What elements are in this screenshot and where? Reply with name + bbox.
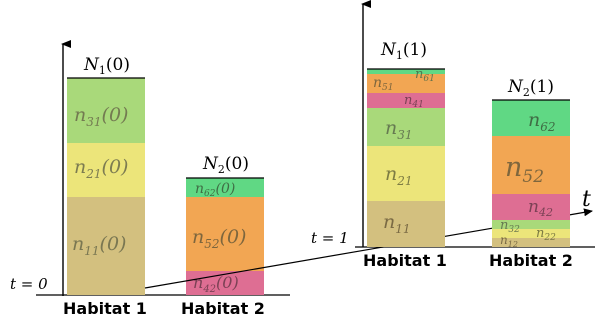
t0-h1-habitat-label: Habitat 1 [63,299,147,318]
t1-h1-title: N1(1) [380,40,427,62]
t1-h1-seg-n61 [367,69,445,74]
t0-h1-label-n31: n31(0) [74,104,128,129]
t1-h2-label-n62: n62 [528,109,556,134]
t0-h1-seg-n11 [67,197,145,295]
t0-h2-label-n62: n62(0) [195,181,235,199]
t0-h2-seg-n52 [186,197,264,271]
t1-h1-habitat-label: Habitat 1 [363,251,447,270]
t1-h2-seg-n42 [492,194,570,220]
t0-h1-label-n11: n11(0) [72,233,126,258]
t1-h1-label-n11: n11 [383,211,411,236]
t1-h1-seg-n41 [367,93,445,108]
t1-h1-seg-n11 [367,201,445,247]
t0-h2-label-n52: n52(0) [192,226,246,251]
t1-h1-seg-n51 [367,74,445,93]
t1-h2-seg-n32 [492,220,570,229]
t1-h2-label-n42: n42 [528,197,553,219]
t0-h2-seg-n62 [186,178,264,197]
t1-h2-title: N2(1) [507,77,554,99]
t0-h1-seg-n21 [67,143,145,197]
t0-habitat2-bar [186,177,264,295]
t1-h1-seg-n31 [367,108,445,146]
t1-h2-seg-n62 [492,100,570,136]
t1-h1-label-n61: n61 [415,67,435,84]
time-axis-label: t [582,187,591,212]
t1-h2-habitat-label: Habitat 2 [489,251,573,270]
t1-h2-seg-n12 [492,238,570,247]
t0-h2-title: N2(0) [202,154,249,176]
t1-h1-label-n51: n51 [373,75,393,93]
t0-h2-habitat-label: Habitat 2 [181,299,265,318]
t1-h2-seg-n52 [492,136,570,194]
t1-h1-label-n21: n21 [385,163,413,188]
t0-h1-label-n21: n21(0) [74,156,128,181]
t1-habitat1-bar [367,68,445,247]
t1-h2-label-n12: n12 [500,233,518,249]
t1-h2-seg-n22 [492,229,570,238]
t0-time-label: t = 0 [10,275,48,293]
t1-h1-label-n41: n41 [404,93,424,110]
t0-h1-seg-n31 [67,78,145,143]
t1-time-label: t = 1 [311,229,349,247]
t1-h2-label-n22: n22 [536,226,556,243]
t0-h2-label-n42: n42(0) [193,273,239,295]
t1-h1-label-n31: n31 [385,117,413,142]
t0-habitat1-bar [67,77,145,295]
t1-habitat2-bar [492,99,570,247]
t1-h2-label-n32: n32 [500,218,520,235]
t0-h2-seg-n42 [186,271,264,295]
t0-h1-title: N1(0) [83,55,130,77]
t1-h2-label-n52: n52 [505,152,544,187]
t1-h1-seg-n21 [367,146,445,201]
